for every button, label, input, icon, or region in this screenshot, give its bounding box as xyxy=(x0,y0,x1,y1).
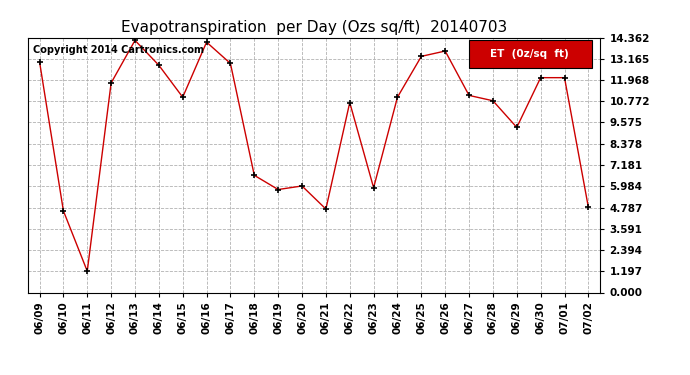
FancyBboxPatch shape xyxy=(469,40,592,68)
Text: ET  (0z/sq  ft): ET (0z/sq ft) xyxy=(491,49,569,59)
Title: Evapotranspiration  per Day (Ozs sq/ft)  20140703: Evapotranspiration per Day (Ozs sq/ft) 2… xyxy=(121,20,507,35)
Text: Copyright 2014 Cartronics.com: Copyright 2014 Cartronics.com xyxy=(33,45,204,55)
